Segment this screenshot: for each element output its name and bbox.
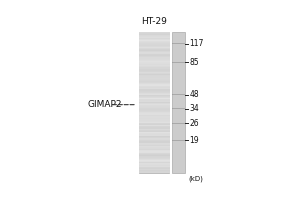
Bar [139, 154, 168, 156]
Bar [139, 32, 169, 173]
Bar [172, 108, 185, 109]
Text: HT-29: HT-29 [141, 17, 167, 26]
Bar [172, 94, 185, 95]
Bar [172, 140, 185, 141]
Text: (kD): (kD) [188, 176, 203, 182]
Bar [139, 107, 168, 108]
Bar [139, 144, 168, 146]
Text: 19: 19 [189, 136, 199, 145]
Text: 117: 117 [189, 39, 204, 48]
Bar [139, 83, 168, 85]
Bar [172, 62, 185, 63]
Bar [139, 135, 168, 136]
Text: 48: 48 [189, 90, 199, 99]
Bar [172, 43, 185, 44]
Text: 26: 26 [189, 119, 199, 128]
Bar [139, 64, 168, 67]
Bar [139, 126, 168, 127]
Text: 85: 85 [189, 58, 199, 67]
Bar [172, 123, 185, 124]
Bar [139, 116, 168, 117]
Bar [139, 97, 168, 99]
Bar [172, 32, 185, 173]
Text: GIMAP2: GIMAP2 [88, 100, 122, 109]
Text: 34: 34 [189, 104, 199, 113]
